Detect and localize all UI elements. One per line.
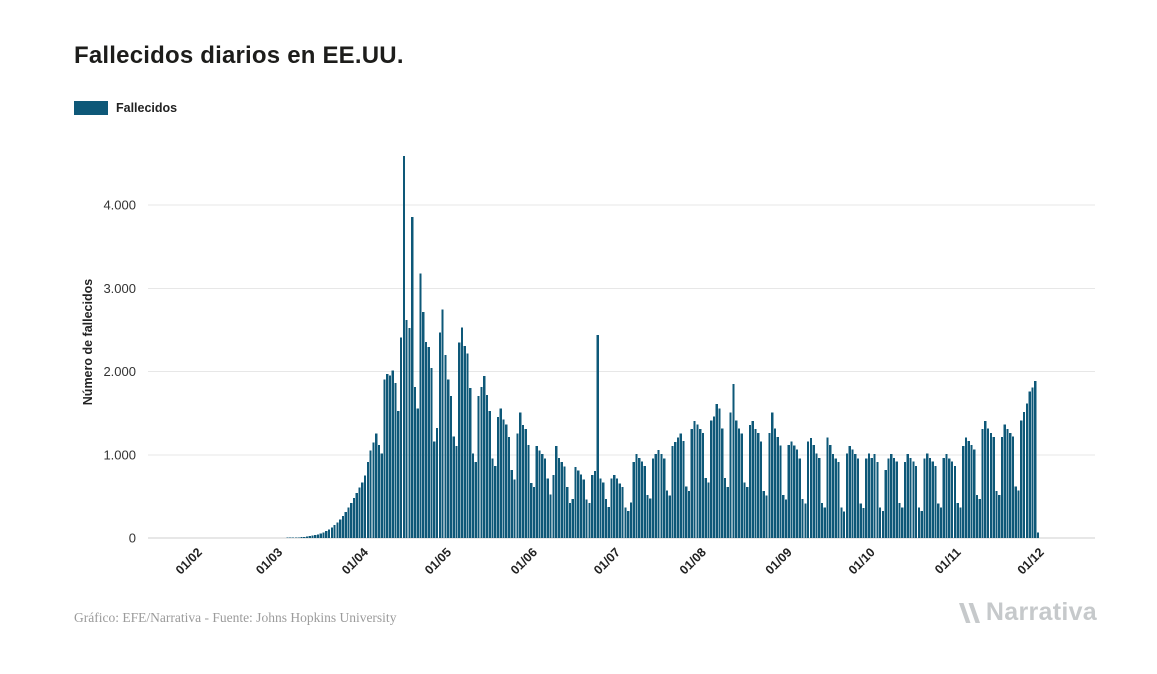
legend-label: Fallecidos (116, 101, 178, 115)
svg-text:01/09: 01/09 (763, 545, 795, 577)
brand-logo: Narrativa (958, 598, 1097, 627)
brand-name: Narrativa (985, 598, 1097, 626)
legend-swatch-fallecidos (74, 101, 108, 115)
narrativa-logo-icon (958, 602, 980, 623)
svg-text:1.000: 1.000 (103, 447, 136, 462)
svg-text:2.000: 2.000 (103, 364, 136, 379)
svg-text:01/04: 01/04 (339, 545, 371, 577)
svg-text:01/11: 01/11 (932, 545, 964, 577)
y-axis-title: Número de fallecidos (81, 278, 95, 406)
svg-text:01/03: 01/03 (253, 545, 285, 577)
svg-text:4.000: 4.000 (103, 198, 136, 213)
svg-text:01/02: 01/02 (173, 545, 205, 577)
svg-text:01/07: 01/07 (591, 545, 623, 577)
svg-text:0: 0 (129, 531, 136, 546)
legend: Fallecidos (74, 101, 177, 115)
credit-text: Gráfico: EFE/Narrativa - Fuente: Johns H… (74, 610, 397, 625)
chart-title: Fallecidos diarios en EE.UU. (74, 42, 404, 69)
svg-text:01/08: 01/08 (677, 545, 709, 577)
svg-text:01/12: 01/12 (1015, 545, 1047, 577)
svg-text:01/10: 01/10 (846, 545, 878, 577)
svg-text:3.000: 3.000 (103, 281, 136, 296)
svg-text:01/05: 01/05 (422, 545, 454, 577)
svg-text:01/06: 01/06 (508, 545, 540, 577)
